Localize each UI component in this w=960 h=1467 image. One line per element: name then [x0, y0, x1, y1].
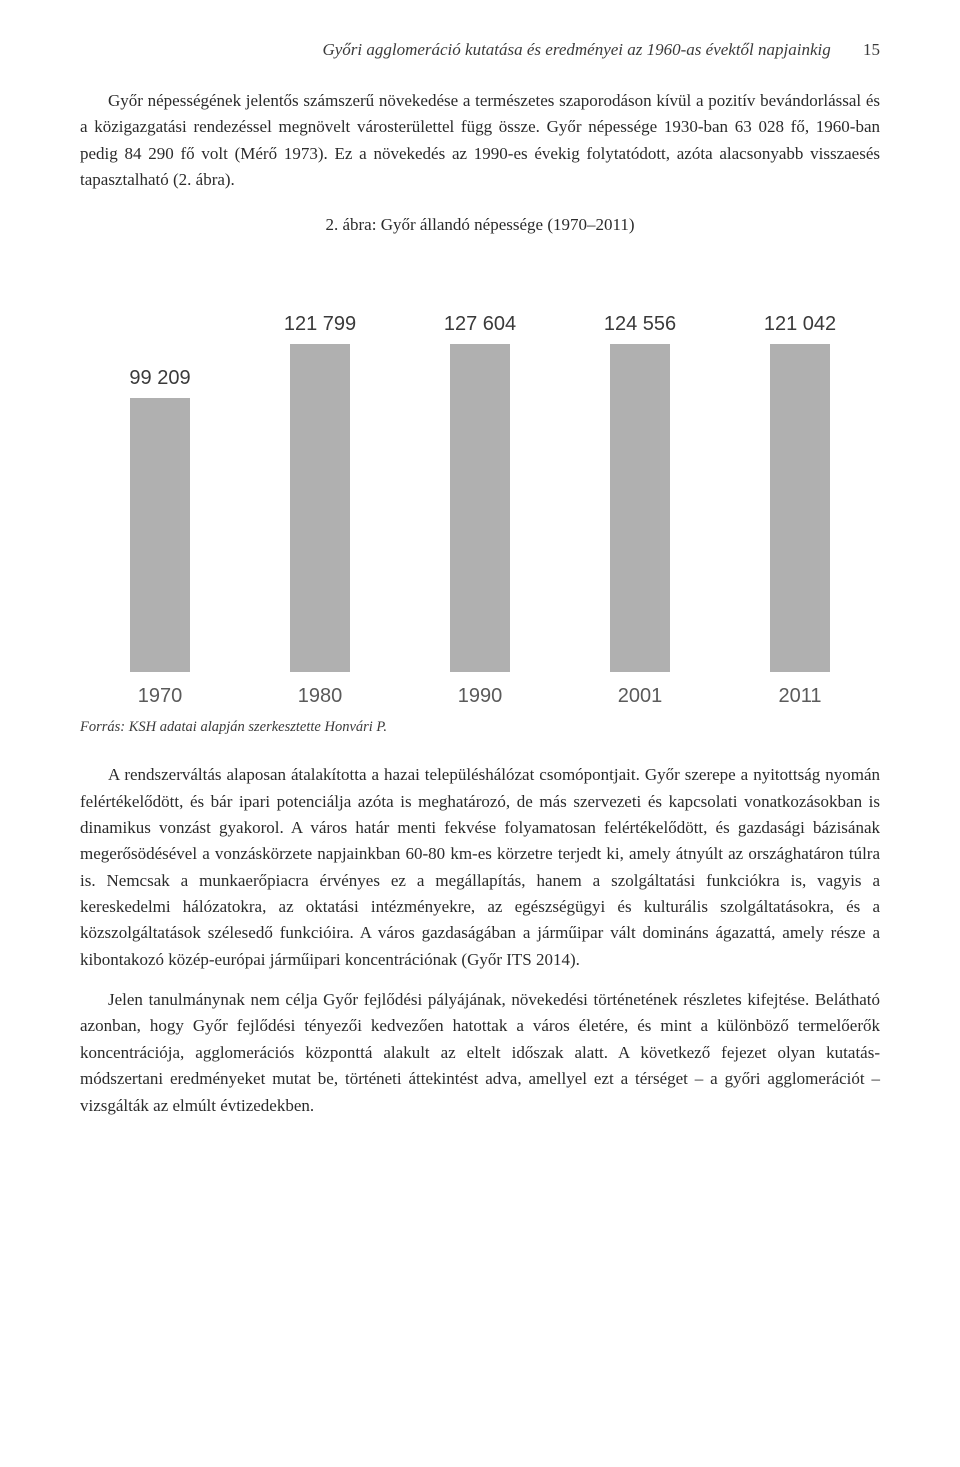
running-head-title: Győri agglomeráció kutatása és eredménye… [322, 40, 830, 59]
bar [130, 398, 190, 673]
bar-value-label: 127 604 [444, 313, 516, 336]
chart-source: Forrás: KSH adatai alapján szerkesztette… [80, 719, 880, 736]
page-number: 15 [863, 40, 880, 59]
bar-value-label: 99 209 [129, 367, 190, 390]
bar-slot: 121 799 [240, 313, 400, 672]
bar-slot: 121 042 [720, 313, 880, 672]
bar-slot: 99 209 [80, 313, 240, 672]
paragraph-2: A rendszerváltás alaposan átalakította a… [80, 762, 880, 973]
paragraph-3: Jelen tanulmánynak nem célja Győr fejlőd… [80, 987, 880, 1119]
x-axis-label: 1970 [80, 685, 240, 708]
bar-value-label: 121 042 [764, 313, 836, 336]
chart-caption: 2. ábra: Győr állandó népessége (1970–20… [80, 215, 880, 235]
bar-slot: 124 556 [560, 313, 720, 672]
bar-slot: 127 604 [400, 313, 560, 672]
x-axis-label: 1990 [400, 685, 560, 708]
x-axis-label: 1980 [240, 685, 400, 708]
bar [450, 344, 510, 672]
x-axis-label: 2011 [720, 685, 880, 708]
running-head: Győri agglomeráció kutatása és eredménye… [80, 40, 880, 60]
bar [610, 344, 670, 672]
page: Győri agglomeráció kutatása és eredménye… [0, 0, 960, 1193]
bar-value-label: 121 799 [284, 313, 356, 336]
bar-value-label: 124 556 [604, 313, 676, 336]
x-axis-label: 2001 [560, 685, 720, 708]
bar [290, 344, 350, 672]
population-chart: 99 209121 799127 604124 556121 042 19701… [80, 253, 880, 713]
paragraph-1: Győr népességének jelentős számszerű növ… [80, 88, 880, 193]
chart-x-axis: 19701980199020012011 [80, 679, 880, 713]
chart-plot-area: 99 209 121 799 127 604 124 556 121 042 [80, 313, 880, 673]
bar [770, 344, 830, 672]
